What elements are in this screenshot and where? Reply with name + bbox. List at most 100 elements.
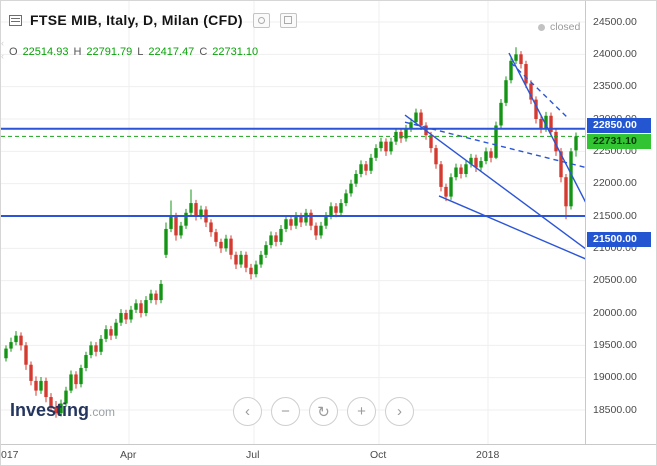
candle-body <box>24 345 28 365</box>
candle-body <box>169 216 173 229</box>
price-badge[interactable]: 22850.00 <box>587 118 651 134</box>
candle-body <box>269 235 273 246</box>
candle-body <box>39 380 43 391</box>
candle-body <box>289 219 293 226</box>
candle-body <box>49 397 53 407</box>
candle-body <box>249 267 253 275</box>
candle-body <box>59 403 63 414</box>
candle-body <box>539 119 543 129</box>
price-axis-tick: 24000.00 <box>593 47 637 60</box>
high-label: H <box>73 46 82 58</box>
price-axis-tick: 20000.00 <box>593 306 637 319</box>
candle-body <box>554 131 558 152</box>
candle-body <box>354 173 358 184</box>
candle-body <box>429 135 433 149</box>
candlestick-chart[interactable]: FTSE MIB, Italy, D, Milan (CFD) O 22514.… <box>1 1 585 444</box>
candle-body <box>319 225 323 236</box>
candle-body <box>194 203 198 216</box>
price-axis-tick: 20500.00 <box>593 274 637 287</box>
trendline[interactable] <box>404 121 585 169</box>
expand-icon[interactable] <box>279 12 297 28</box>
price-axis-tick: 18500.00 <box>593 403 637 416</box>
candle-body <box>224 238 228 249</box>
candle-body <box>374 148 378 158</box>
price-badge[interactable]: 21500.00 <box>587 231 651 247</box>
candle-body <box>369 157 373 171</box>
time-axis[interactable]: 017 Apr Jul Oct 2018 <box>1 444 656 465</box>
price-badge[interactable]: 22731.10 <box>587 133 651 149</box>
price-axis-tick: 21500.00 <box>593 209 637 222</box>
candle-body <box>409 122 413 129</box>
candle-body <box>399 131 403 139</box>
chart-title: FTSE MIB, Italy, D, Milan (CFD) <box>30 12 243 28</box>
chart-menu-icon[interactable] <box>9 14 22 26</box>
status-dot-icon <box>538 23 545 31</box>
candle-body <box>69 374 73 391</box>
candle-body <box>74 374 78 385</box>
expand-glyph-icon <box>284 16 293 24</box>
candle-body <box>549 115 553 132</box>
price-axis-tick: 23500.00 <box>593 80 637 93</box>
candle-body <box>494 125 498 158</box>
candle-body <box>14 335 18 343</box>
candle-body <box>64 390 68 404</box>
candle-body <box>154 293 158 301</box>
camera-icon[interactable] <box>252 12 270 28</box>
candle-body <box>489 151 493 158</box>
candle-body <box>244 254 248 268</box>
price-axis[interactable]: 24500.0024000.0023500.0023000.0022500.00… <box>585 1 656 444</box>
candle-body <box>449 177 453 197</box>
candle-body <box>534 99 538 119</box>
pan-right-button[interactable]: › <box>385 397 414 426</box>
open-value: 22514.93 <box>22 46 69 58</box>
candle-body <box>254 264 258 275</box>
candle-body <box>54 406 58 414</box>
candle-body <box>94 345 98 352</box>
candle-body <box>329 206 333 216</box>
candle-body <box>419 112 423 126</box>
candle-body <box>214 232 218 242</box>
close-value: 22731.10 <box>212 46 259 58</box>
candle-body <box>44 380 48 398</box>
candle-body <box>209 222 213 233</box>
zoom-out-button[interactable]: − <box>271 397 300 426</box>
investing-logo[interactable]: Investing.com <box>10 400 115 421</box>
chart-canvas[interactable] <box>1 1 585 444</box>
candle-body <box>274 235 278 242</box>
close-label: C <box>199 46 208 58</box>
time-axis-tick: Oct <box>370 449 387 461</box>
toolbar-collapse-icon[interactable]: ‹ ‹ <box>1 39 9 61</box>
candle-body <box>344 193 348 204</box>
candle-body <box>434 148 438 165</box>
candle-body <box>484 151 488 162</box>
candle-body <box>84 355 88 368</box>
candle-body <box>544 115 548 129</box>
candle-body <box>4 348 8 359</box>
candle-body <box>529 83 533 100</box>
zoom-in-button[interactable]: + <box>347 397 376 426</box>
candle-body <box>499 102 503 126</box>
candle-body <box>264 245 268 255</box>
reset-chart-button[interactable]: ↻ <box>309 397 338 426</box>
candle-body <box>389 141 393 152</box>
candle-body <box>164 228 168 255</box>
camera-lens-icon <box>257 16 265 24</box>
candle-body <box>29 364 33 381</box>
trendline[interactable] <box>438 195 585 261</box>
candle-body <box>189 203 193 213</box>
candle-body <box>324 216 328 226</box>
candle-body <box>309 212 313 226</box>
candle-body <box>34 380 38 391</box>
trendline[interactable] <box>404 114 585 253</box>
candle-body <box>504 80 508 103</box>
chart-header: FTSE MIB, Italy, D, Milan (CFD) <box>9 12 297 28</box>
candle-body <box>229 238 233 255</box>
candle-body <box>149 293 153 301</box>
candle-body <box>109 329 113 336</box>
candle-body <box>514 54 518 61</box>
trendline[interactable] <box>510 62 570 120</box>
candle-body <box>464 164 468 174</box>
chevron-left-icon: ‹ <box>1 51 4 61</box>
trendline[interactable] <box>508 52 585 213</box>
pan-left-button[interactable]: ‹ <box>233 397 262 426</box>
